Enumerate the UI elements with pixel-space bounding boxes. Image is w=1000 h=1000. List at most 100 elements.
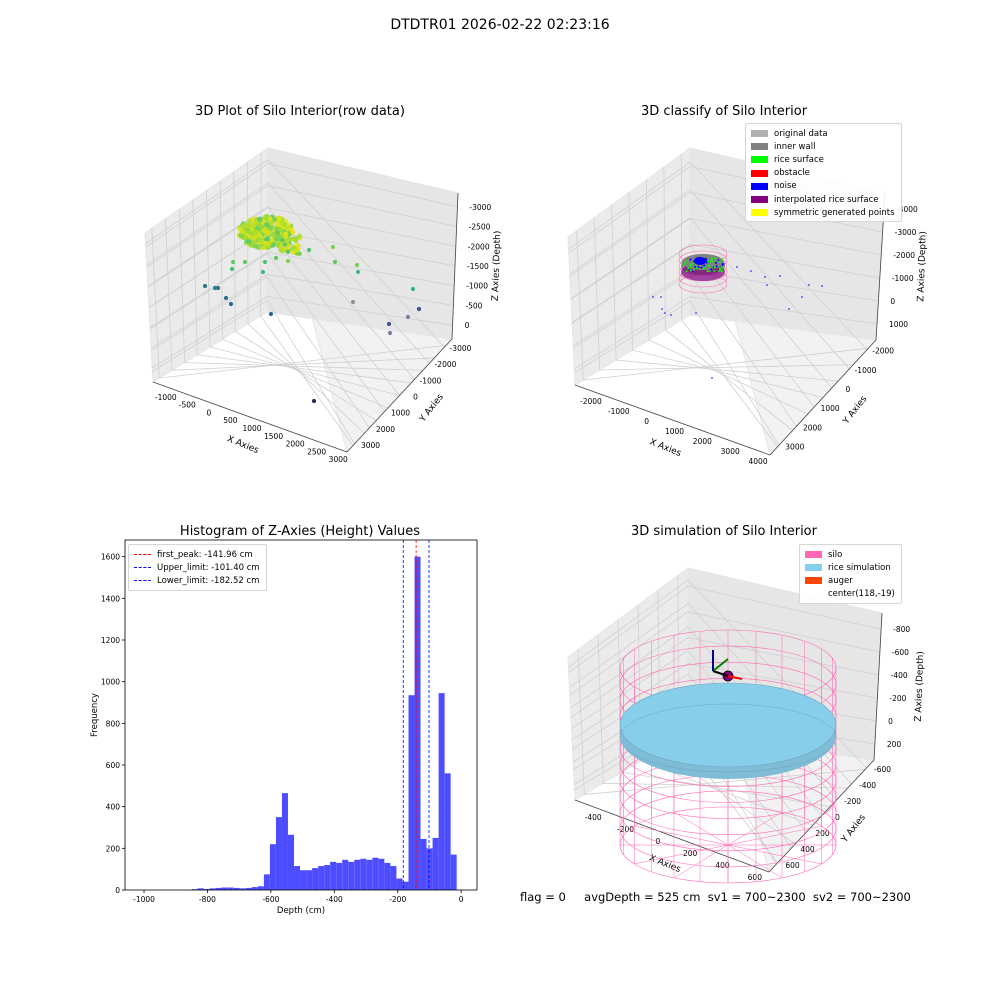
p2-ylabel: Y Axies — [841, 394, 870, 427]
p3-bar — [239, 888, 246, 890]
p2-point — [697, 265, 700, 268]
p3-bar — [209, 888, 216, 890]
p1-point — [264, 229, 270, 235]
p1-point — [410, 286, 416, 292]
p2-noise-point — [764, 276, 766, 278]
legend2-label: rice surface — [774, 154, 824, 165]
p4-ytick: 0 — [835, 813, 840, 822]
p4-xlabel: X Axies — [647, 853, 682, 875]
legend4-swatch — [805, 577, 822, 585]
legend4-item: rice simulation — [805, 561, 895, 574]
p1-xgrid — [178, 209, 423, 371]
p2-point — [689, 266, 692, 269]
p2-noise-point — [664, 312, 666, 314]
p3-bar — [287, 834, 294, 890]
p1-ytick: -1000 — [420, 376, 442, 385]
p3-bar — [444, 773, 451, 890]
p1-point — [262, 214, 269, 220]
p4-zlabel: Z Axies (Depth) — [914, 651, 926, 722]
p1-point — [256, 221, 262, 227]
p2-zlabel: Z Axies (Depth) — [916, 231, 928, 302]
legend2-item: rice surface — [751, 153, 895, 166]
p1-point — [223, 295, 229, 301]
p2-ztick: -1000 — [892, 274, 914, 283]
legend2-swatch — [751, 156, 768, 164]
p2-point — [720, 270, 723, 273]
p1-point — [267, 225, 274, 231]
p3-ylabel: Frequency — [90, 693, 100, 737]
legend3-label: Upper_limit: -101.40 cm — [157, 562, 260, 573]
p1-point — [268, 311, 274, 317]
p1-point — [239, 228, 246, 235]
legend3-swatch — [134, 580, 151, 582]
p4-x-axis-line — [574, 799, 770, 873]
p1-point — [202, 283, 208, 289]
p4-zgrid — [569, 611, 880, 696]
p3-bar — [432, 837, 439, 890]
p1-point — [270, 242, 276, 248]
legend2-item: obstacle — [751, 167, 895, 180]
p4-rice-texture — [619, 703, 837, 773]
p1-point — [274, 241, 281, 248]
p3-bar — [366, 859, 373, 890]
p1-xtick: 2500 — [307, 447, 326, 456]
panel2-legend: original data inner wall rice surface obsta… — [745, 123, 902, 223]
p1-point — [242, 259, 248, 265]
p2-point — [692, 268, 695, 271]
p3-bar — [294, 866, 301, 890]
p2-point — [707, 264, 710, 267]
legend2-swatch — [751, 130, 768, 138]
p2-noise-point — [695, 312, 697, 314]
p1-point — [239, 233, 245, 239]
p1-xgrid — [233, 171, 377, 421]
p2-ygrid — [571, 244, 815, 408]
p2-noise-point — [723, 263, 725, 265]
p2-point — [713, 269, 716, 272]
p4-silo-floor-spoke — [673, 844, 729, 879]
p2-ytick: -1000 — [855, 366, 877, 375]
p1-point — [284, 245, 290, 251]
p2-point — [684, 262, 687, 265]
p2-xtick: 1000 — [665, 427, 684, 436]
p4-xgrid — [597, 634, 848, 789]
p4-xtick: -200 — [617, 825, 634, 834]
p1-point — [297, 233, 302, 239]
p1-point — [245, 238, 251, 245]
legend2-label: inner wall — [774, 141, 816, 152]
p3-bar — [275, 817, 282, 890]
p1-x-axis-line — [152, 381, 348, 453]
p4-ygrid — [572, 673, 807, 833]
p1-point — [285, 249, 291, 255]
panel4-legend: silo rice simulation auger center(118,-19) — [799, 544, 902, 604]
p1-point — [243, 235, 249, 241]
p2-point — [694, 265, 697, 268]
p1-ylabel: Y Axies — [417, 392, 446, 425]
p2-ztick: -4000 — [896, 205, 918, 214]
p2-noise-point — [801, 296, 803, 298]
legend3-swatch — [134, 567, 151, 569]
legend2-item: noise — [751, 180, 895, 193]
p3-bar — [360, 858, 367, 890]
p2-point — [721, 258, 724, 261]
p2-ztick: 0 — [890, 297, 895, 306]
p1-ygrid — [152, 299, 355, 445]
p4-ytick: 200 — [815, 829, 830, 838]
legend2-swatch — [751, 143, 768, 151]
p1-xtick: 1500 — [264, 432, 283, 441]
legend2-item: symmetric generated points — [751, 206, 895, 219]
p3-ytick-label: 0 — [115, 886, 120, 895]
p2-zgrid — [570, 218, 882, 300]
p1-point — [252, 221, 258, 228]
panel2-title: 3D classify of Silo Interior — [640, 104, 808, 119]
p1-point — [273, 255, 279, 261]
legend2-item: original data — [751, 127, 895, 140]
p4-xtick: 600 — [748, 873, 763, 882]
p4-rice-surface — [619, 682, 837, 768]
p1-point — [279, 245, 285, 250]
p4-ytick: -600 — [874, 765, 891, 774]
p1-point — [280, 248, 285, 254]
p2-point — [705, 261, 708, 264]
p1-point — [275, 221, 281, 227]
footer-avg-depth: avgDepth = 525 cm — [584, 890, 701, 904]
p2-point — [713, 257, 716, 260]
